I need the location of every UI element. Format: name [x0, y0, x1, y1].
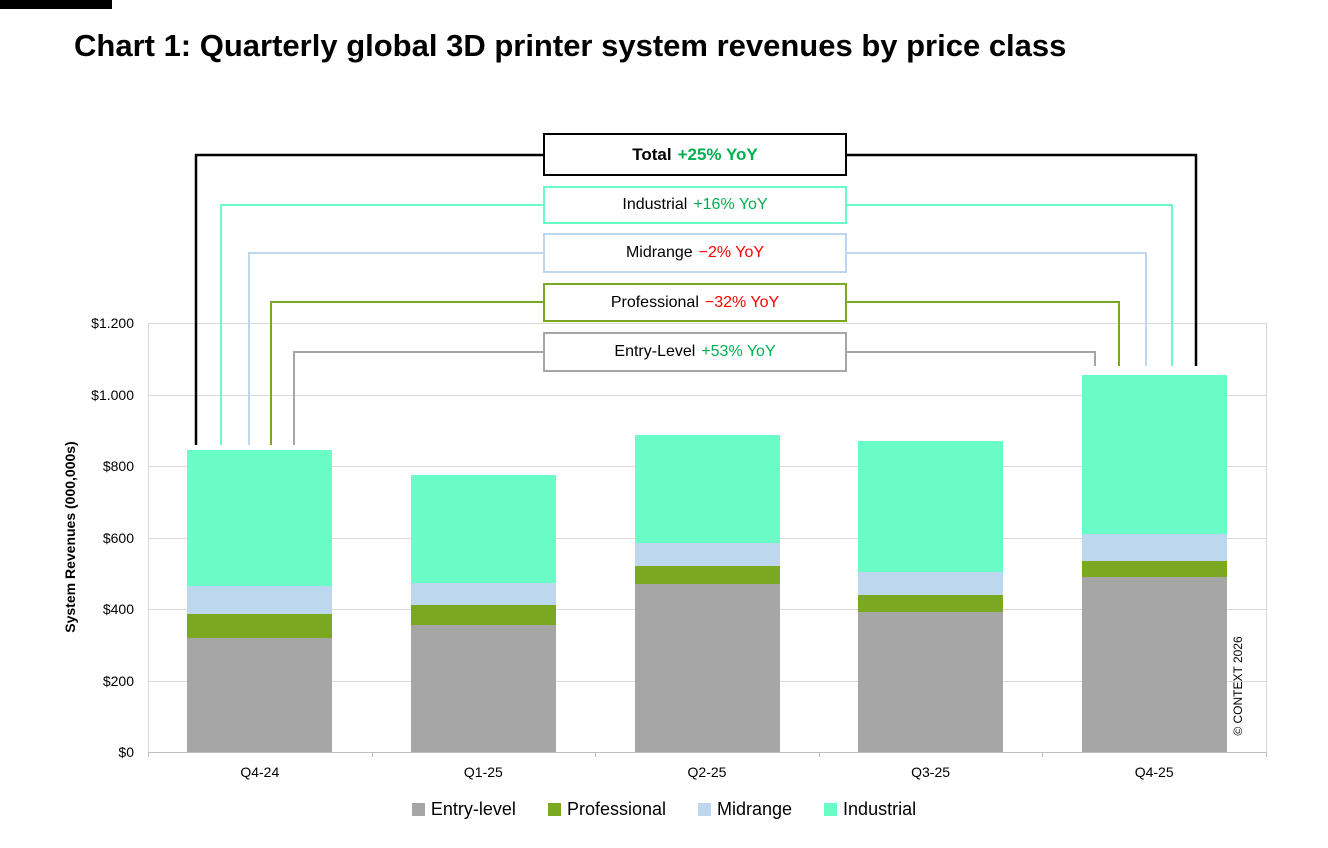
bar-segment-midrange [1081, 533, 1227, 561]
legend: Entry-level Professional Midrange Industria… [0, 799, 1328, 820]
callout-midrange: Midrange −2% YoY [543, 233, 847, 273]
callout-yoy-value: +16% YoY [693, 196, 768, 213]
callout-yoy-value: +25% YoY [677, 144, 758, 164]
chart-title: Chart 1: Quarterly global 3D printer sys… [74, 28, 1067, 63]
bar-segment-professional [410, 604, 556, 625]
legend-label: Entry-level [430, 799, 516, 819]
legend-item-entry-level: Entry-level [411, 799, 516, 820]
gridline [148, 323, 1266, 324]
bar-segment-professional [634, 566, 780, 584]
legend-swatch-icon [698, 803, 711, 816]
bar-segment-entry-level [410, 624, 556, 752]
legend-item-industrial: Industrial [824, 799, 916, 820]
x-axis-line [148, 752, 1267, 753]
y-tick-label: $1.200 [91, 315, 134, 331]
bar-segment-industrial [410, 474, 556, 584]
callout-professional: Professional −32% YoY [543, 283, 847, 322]
x-axis-tick-mark [371, 753, 373, 757]
bar-segment-midrange [410, 583, 556, 605]
callout-yoy-value: −32% YoY [704, 293, 780, 311]
corner-mark [0, 0, 112, 9]
legend-swatch-icon [824, 803, 838, 816]
x-tick-label: Q2-25 [687, 764, 727, 780]
x-axis-tick-mark [148, 753, 149, 757]
x-axis-tick-mark [1042, 753, 1044, 757]
bar-segment-midrange [858, 572, 1004, 596]
y-tick-label: $400 [102, 601, 134, 617]
legend-swatch-icon [547, 803, 561, 816]
callout-yoy-value: +53% YoY [701, 343, 776, 360]
callout-entry-level: Entry-Level +53% YoY [543, 332, 847, 372]
legend-swatch-icon [411, 803, 425, 816]
y-axis-line [148, 323, 149, 752]
legend-item-professional: Professional [547, 799, 666, 820]
x-tick-label: Q4-24 [240, 764, 280, 780]
legend-item-midrange: Midrange [698, 799, 792, 820]
legend-label: Professional [566, 799, 666, 819]
bar-segment-entry-level [1081, 576, 1227, 752]
bar-segment-professional [1081, 560, 1227, 577]
bar-segment-industrial [1081, 374, 1227, 534]
bar-segment-midrange [634, 542, 780, 567]
bar-segment-industrial [858, 440, 1004, 573]
bar-segment-midrange [187, 586, 333, 614]
bar-segment-industrial [634, 434, 780, 543]
callout-total: Total +25% YoY [543, 133, 847, 176]
legend-label: Industrial [843, 799, 917, 819]
legend-label: Midrange [717, 799, 793, 819]
callout-label: Professional [610, 293, 699, 311]
y-tick-label: $800 [102, 458, 134, 474]
bar-segment-industrial [187, 449, 333, 587]
plot-right-border [1266, 323, 1267, 752]
x-axis-tick-mark [818, 753, 820, 757]
y-tick-label: $0 [118, 744, 134, 760]
callout-label: Midrange [625, 244, 693, 261]
y-tick-label: $600 [102, 529, 134, 546]
bar-segment-entry-level [858, 611, 1004, 752]
bar-segment-professional [187, 614, 333, 638]
callout-yoy-value: −2% YoY [698, 244, 765, 261]
x-axis-tick-mark [1266, 753, 1267, 757]
x-tick-label: Q4-25 [1134, 764, 1174, 780]
x-axis-tick-mark [595, 753, 597, 757]
callout-label: Entry-Level [614, 343, 696, 360]
y-tick-label: $1.000 [91, 386, 134, 403]
copyright-text: © CONTEXT 2026 [1231, 636, 1245, 736]
callout-label: Industrial [622, 196, 688, 213]
callout-industrial: Industrial +16% YoY [543, 186, 847, 224]
x-tick-label: Q1-25 [463, 764, 503, 780]
y-tick-label: $200 [102, 672, 134, 689]
bar-segment-professional [858, 595, 1004, 612]
x-tick-label: Q3-25 [911, 764, 951, 780]
bar-segment-entry-level [187, 637, 333, 752]
callout-label: Total [632, 144, 672, 164]
bar-segment-entry-level [634, 583, 780, 752]
